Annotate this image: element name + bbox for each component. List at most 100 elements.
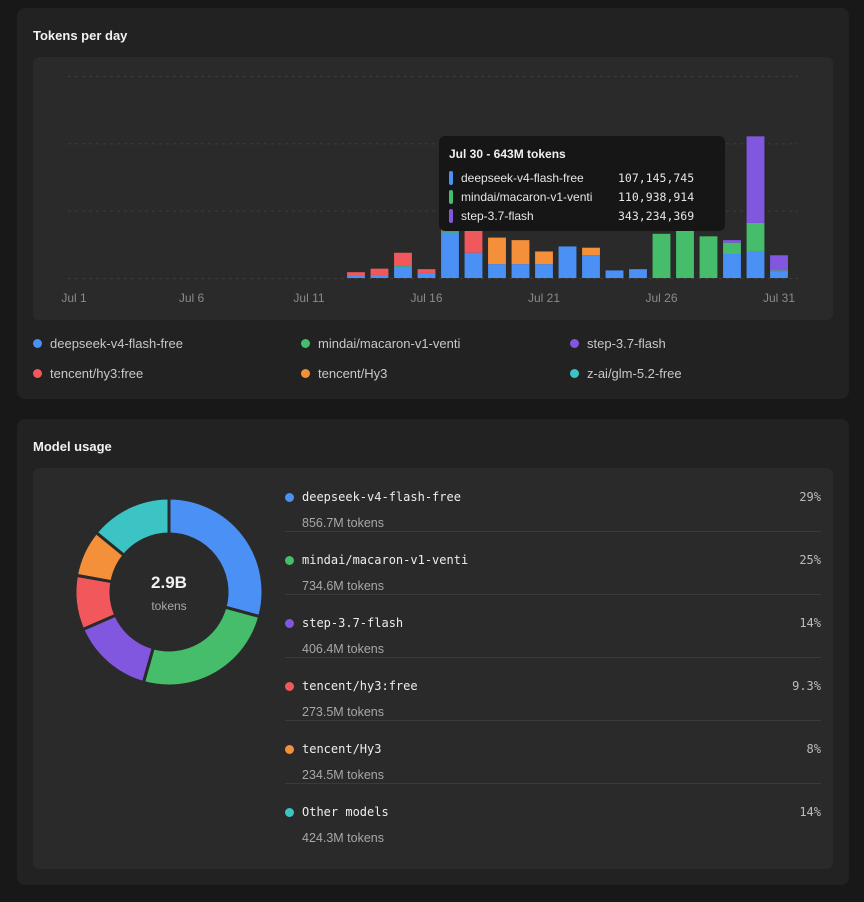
tokens-card-title: Tokens per day — [33, 28, 128, 43]
model-tokens: 424.3M tokens — [302, 831, 384, 845]
bar-segment[interactable] — [723, 254, 741, 278]
tooltip-title: Jul 30 - 643M tokens — [449, 147, 566, 161]
bar-segment[interactable] — [582, 247, 600, 256]
tooltip-row-name: deepseek-v4-flash-free — [461, 171, 584, 185]
legend-label: deepseek-v4-flash-free — [50, 336, 183, 351]
legend-label: z-ai/glm-5.2-free — [587, 366, 682, 381]
bar-segment[interactable] — [394, 252, 412, 266]
model-dot — [285, 745, 294, 754]
donut-total: 2.9B — [151, 573, 187, 592]
bar-segment[interactable] — [770, 271, 788, 278]
bar-segment[interactable] — [417, 269, 436, 273]
bar-segment[interactable] — [746, 250, 765, 278]
tooltip-row-name: mindai/macaron-v1-venti — [461, 190, 593, 204]
donut-slice[interactable] — [167, 496, 265, 619]
legend-item[interactable]: step-3.7-flash — [570, 336, 666, 351]
bar-segment[interactable] — [699, 236, 718, 278]
tooltip-swatch — [449, 209, 453, 223]
model-dot — [285, 493, 294, 502]
bar-segment[interactable] — [370, 274, 389, 278]
bar-segment[interactable] — [770, 270, 788, 272]
bar-segment[interactable] — [417, 272, 436, 278]
bar-segment[interactable] — [347, 272, 365, 276]
bar-segment[interactable] — [394, 266, 412, 278]
x-tick-label: Jul 11 — [293, 291, 324, 305]
donut-slice[interactable] — [141, 605, 262, 688]
model-name: tencent/hy3:free — [302, 679, 418, 693]
x-tick-label: Jul 31 — [763, 291, 795, 305]
x-tick-label: Jul 21 — [528, 291, 560, 305]
donut-slice[interactable] — [94, 496, 171, 558]
model-dot — [285, 619, 294, 628]
bar-segment[interactable] — [488, 264, 506, 278]
model-dot — [285, 556, 294, 565]
bar-segment[interactable] — [394, 265, 412, 267]
model-name: mindai/macaron-v1-venti — [302, 553, 469, 567]
model-list-item[interactable]: tencent/Hy3 8% 234.5M tokens — [285, 720, 821, 784]
legend-dot — [570, 369, 579, 378]
bar-segment[interactable] — [746, 136, 765, 223]
legend-item[interactable]: tencent/Hy3 — [301, 366, 387, 381]
bar-segment[interactable] — [629, 269, 647, 278]
x-tick-label: Jul 16 — [410, 291, 442, 305]
tooltip-swatch — [449, 171, 453, 185]
bar-segment[interactable] — [347, 275, 365, 278]
model-name: deepseek-v4-flash-free — [302, 490, 461, 504]
legend-label: tencent/Hy3 — [318, 366, 388, 381]
bar-segment[interactable] — [652, 233, 671, 278]
x-tick-label: Jul 26 — [645, 291, 677, 305]
bar-segment[interactable] — [723, 240, 741, 243]
legend-item[interactable]: z-ai/glm-5.2-free — [570, 366, 682, 381]
x-tick-label: Jul 6 — [179, 291, 205, 305]
model-list-item[interactable]: deepseek-v4-flash-free 29% 856.7M tokens — [285, 468, 821, 532]
tooltip-row-value: 107,145,745 — [618, 171, 695, 185]
bar-segment[interactable] — [464, 252, 483, 278]
model-percent: 14% — [799, 805, 821, 819]
model-list-item[interactable]: step-3.7-flash 14% 406.4M tokens — [285, 594, 821, 658]
bar-segment[interactable] — [464, 226, 483, 253]
model-list-item[interactable]: tencent/hy3:free 9.3% 273.5M tokens — [285, 657, 821, 721]
bar-segment[interactable] — [488, 237, 506, 265]
model-usage-card: Model usage 2.9B tokens deepseek-v4-flas… — [17, 419, 849, 885]
legend-label: mindai/macaron-v1-venti — [318, 336, 461, 351]
usage-donut-chart[interactable] — [33, 468, 273, 869]
bar-segment[interactable] — [511, 264, 530, 278]
model-list-item[interactable]: Other models 14% 424.3M tokens — [285, 783, 821, 846]
model-tokens: 734.6M tokens — [302, 579, 384, 593]
x-tick-label: Jul 1 — [61, 291, 87, 305]
bar-segment[interactable] — [746, 222, 765, 251]
bar-segment[interactable] — [605, 270, 624, 278]
bar-segment[interactable] — [535, 251, 553, 265]
legend-dot — [570, 339, 579, 348]
legend-label: tencent/hy3:free — [50, 366, 144, 381]
chart-legend: deepseek-v4-flash-free mindai/macaron-v1… — [33, 336, 833, 386]
bar-segment[interactable] — [535, 264, 553, 278]
tokens-bar-chart[interactable]: Jul 1 Jul 6 Jul 11 Jul 16 Jul 21 Jul 26 Jul 31 — [33, 57, 833, 320]
bar-segment[interactable] — [370, 268, 389, 275]
legend-dot — [301, 339, 310, 348]
bar-segment[interactable] — [441, 232, 459, 278]
model-tokens: 856.7M tokens — [302, 516, 384, 530]
legend-item[interactable]: deepseek-v4-flash-free — [33, 336, 183, 351]
tooltip-swatch — [449, 190, 453, 204]
model-tokens: 273.5M tokens — [302, 705, 384, 719]
model-percent: 8% — [806, 742, 821, 756]
model-percent: 25% — [799, 553, 821, 567]
bar-segment[interactable] — [723, 242, 741, 255]
donut-total-unit: tokens — [151, 599, 187, 613]
bar-segment[interactable] — [511, 240, 530, 265]
tokens-per-day-card: Tokens per day Jul 1 Jul 6 Jul 11 Jul 16 Jul… — [17, 8, 849, 399]
legend-dot — [33, 369, 42, 378]
bar-segment[interactable] — [441, 231, 459, 233]
model-percent: 9.3% — [792, 679, 821, 693]
model-name: Other models — [302, 805, 389, 819]
bar-segment[interactable] — [582, 255, 600, 278]
legend-item[interactable]: tencent/hy3:free — [33, 366, 143, 381]
bar-segment[interactable] — [558, 246, 577, 278]
model-name: step-3.7-flash — [302, 616, 404, 630]
legend-item[interactable]: mindai/macaron-v1-venti — [301, 336, 460, 351]
tooltip-row-name: step-3.7-flash — [461, 209, 534, 223]
bar-segment[interactable] — [770, 255, 788, 271]
model-list-item[interactable]: mindai/macaron-v1-venti 25% 734.6M token… — [285, 531, 821, 595]
legend-label: step-3.7-flash — [587, 336, 666, 351]
